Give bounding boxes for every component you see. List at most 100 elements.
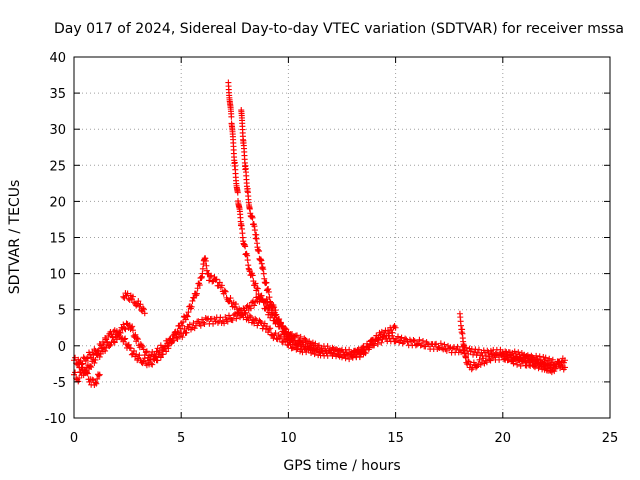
data-point bbox=[333, 346, 340, 353]
data-point bbox=[268, 331, 275, 338]
data-point bbox=[157, 354, 164, 361]
data-point bbox=[293, 332, 300, 339]
data-point bbox=[172, 331, 179, 338]
data-point bbox=[124, 290, 131, 297]
data-point bbox=[539, 359, 546, 366]
data-point bbox=[247, 305, 254, 312]
data-point bbox=[196, 282, 203, 289]
data-point bbox=[473, 364, 479, 371]
data-point bbox=[508, 351, 515, 358]
data-point bbox=[259, 325, 266, 332]
data-point bbox=[386, 330, 393, 337]
data-point bbox=[149, 348, 156, 355]
data-point bbox=[137, 301, 144, 308]
x-tick-label: 0 bbox=[70, 431, 78, 446]
x-tick-label: 20 bbox=[495, 431, 512, 446]
series-track-g bbox=[349, 323, 399, 361]
data-point bbox=[313, 346, 320, 353]
data-point bbox=[521, 354, 528, 361]
x-tick-label: 10 bbox=[280, 431, 297, 446]
chart-title: Day 017 of 2024, Sidereal Day-to-day VTE… bbox=[54, 21, 624, 37]
data-point bbox=[441, 341, 448, 348]
data-point bbox=[123, 320, 130, 327]
data-point bbox=[114, 330, 121, 337]
data-point bbox=[278, 323, 285, 330]
data-point bbox=[402, 335, 409, 342]
data-point bbox=[416, 336, 423, 343]
data-point bbox=[200, 319, 207, 326]
data-point bbox=[184, 313, 191, 320]
data-point bbox=[531, 364, 538, 371]
data-point bbox=[151, 352, 158, 359]
data-point bbox=[80, 354, 87, 361]
data-point bbox=[346, 356, 353, 363]
ticks: -10 -5 0 5 10 15 20 25 30 35 40 0 5 10 15 20 25 bbox=[45, 51, 619, 446]
data-point bbox=[486, 356, 493, 363]
data-point bbox=[136, 303, 143, 310]
data-point bbox=[260, 270, 267, 277]
data-point bbox=[246, 312, 253, 319]
data-point bbox=[362, 350, 369, 357]
data-point bbox=[561, 357, 568, 364]
data-point bbox=[366, 341, 373, 348]
y-tick-label: 35 bbox=[49, 87, 66, 102]
data-point bbox=[380, 333, 387, 340]
data-point bbox=[129, 327, 136, 334]
data-point bbox=[514, 361, 521, 368]
data-point bbox=[111, 339, 118, 346]
data-point bbox=[390, 335, 397, 342]
data-point bbox=[234, 189, 241, 196]
data-point bbox=[183, 312, 190, 319]
data-point bbox=[249, 272, 256, 279]
data-point bbox=[251, 320, 258, 327]
data-point bbox=[239, 311, 246, 318]
data-point bbox=[419, 337, 426, 344]
data-point bbox=[346, 346, 353, 353]
data-point bbox=[260, 299, 267, 306]
x-axis-label: GPS time / hours bbox=[283, 458, 400, 474]
data-point bbox=[249, 214, 256, 221]
data-point bbox=[267, 325, 274, 332]
data-point bbox=[439, 345, 446, 352]
data-point bbox=[91, 359, 98, 366]
data-point bbox=[228, 113, 235, 120]
data-point bbox=[399, 340, 406, 347]
data-point bbox=[147, 356, 154, 363]
data-point bbox=[149, 361, 156, 368]
data-point bbox=[179, 334, 186, 341]
data-point bbox=[222, 314, 229, 321]
series-track-d bbox=[238, 107, 296, 346]
data-point bbox=[133, 351, 140, 358]
data-point bbox=[162, 343, 169, 350]
data-point bbox=[83, 369, 90, 376]
data-point bbox=[107, 341, 114, 348]
data-point bbox=[263, 302, 270, 309]
data-point bbox=[506, 352, 513, 359]
data-point bbox=[289, 339, 296, 346]
series-track-e bbox=[120, 290, 148, 317]
data-point bbox=[154, 357, 161, 364]
data-point bbox=[266, 294, 273, 301]
y-tick-label: 30 bbox=[49, 123, 66, 138]
data-point bbox=[254, 285, 261, 292]
data-point bbox=[230, 312, 237, 319]
data-point bbox=[485, 353, 492, 360]
data-point bbox=[116, 334, 123, 341]
data-point bbox=[392, 324, 399, 331]
data-point bbox=[193, 290, 200, 297]
data-point bbox=[106, 343, 113, 350]
data-point bbox=[242, 243, 249, 250]
data-point bbox=[496, 356, 503, 363]
data-point bbox=[96, 353, 103, 360]
data-point bbox=[138, 342, 145, 349]
data-point bbox=[410, 337, 417, 344]
data-point bbox=[257, 318, 264, 325]
data-point bbox=[222, 288, 229, 295]
data-point bbox=[542, 354, 549, 361]
data-point bbox=[156, 347, 163, 354]
data-point bbox=[272, 307, 279, 314]
y-tick-label: 15 bbox=[49, 232, 66, 247]
data-point bbox=[218, 282, 225, 289]
data-point bbox=[134, 335, 141, 342]
